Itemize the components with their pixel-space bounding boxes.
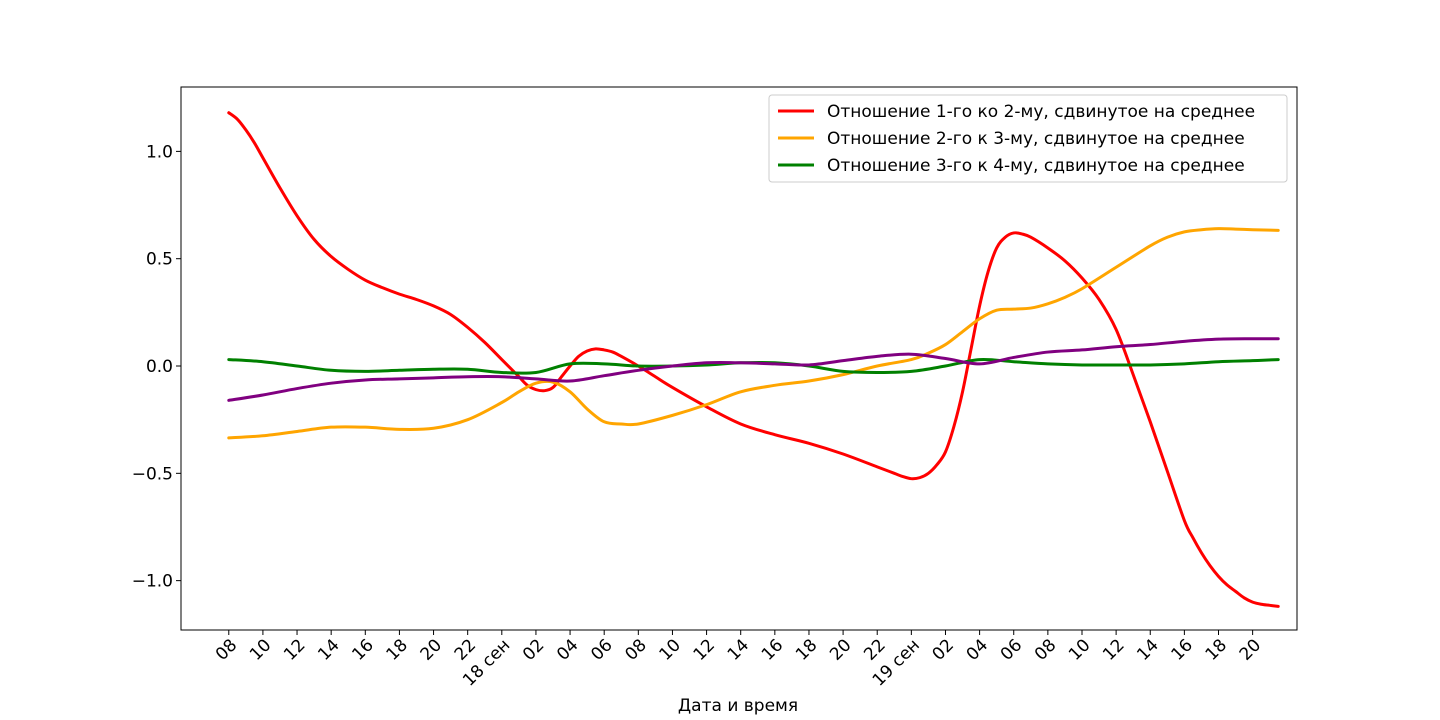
x-tick-label: 12 [690,635,719,664]
legend-label: Отношение 1-го ко 2-му, сдвинутое на сре… [827,102,1255,122]
y-tick-label: 1.0 [146,142,173,162]
series-line-4 [227,337,1280,402]
legend-label: Отношение 2-го к 3-му, сдвинутое на сред… [827,129,1245,149]
x-tick-label: 06 [997,635,1026,664]
legend-box [768,94,1288,183]
x-tick-label: 10 [656,635,685,664]
series-layer [227,111,1280,608]
x-tick-label: 02 [519,635,548,664]
x-tick-label: 10 [1065,635,1094,664]
series-line-1 [227,111,1280,608]
y-tick-label: 0.0 [146,357,173,377]
x-tick-label: 10 [246,635,275,664]
x-tick-label: 20 [417,635,446,664]
x-tick-label: 04 [963,635,992,664]
x-tick-label: 04 [553,635,582,664]
x-axis-title: Дата и время [678,696,798,716]
x-tick-label: 12 [1099,635,1128,664]
series-line-2 [227,227,1280,440]
y-tick-label: −0.5 [132,464,173,484]
x-tick-label: 08 [212,635,241,664]
legend: Отношение 1-го ко 2-му, сдвинутое на сре… [768,94,1288,183]
x-tick-label: 08 [1031,635,1060,664]
x-tick-label: 12 [280,635,309,664]
x-tick-label: 20 [1236,635,1265,664]
x-tick-label: 14 [314,635,343,664]
x-tick-label: 16 [348,635,377,664]
x-tick-label: 18 [1202,635,1231,664]
x-tick-label: 16 [1167,635,1196,664]
x-tick-label: 18 [383,635,412,664]
x-tick-label: 06 [587,635,616,664]
x-tick-label: 02 [929,635,958,664]
x-tick-label: 16 [758,635,787,664]
y-tick-label: 0.5 [146,250,173,270]
plot-frame [180,86,1298,631]
x-tick-label: 14 [724,635,753,664]
y-tick-label: −1.0 [132,572,173,592]
y-axis: 1.0 0.5 0.0 −0.5 −1.0 [132,142,181,592]
x-tick-label: 08 [621,635,650,664]
x-tick-label: 14 [1133,635,1162,664]
x-tick-label: 18 [792,635,821,664]
x-tick-label: 20 [826,635,855,664]
legend-label: Отношение 3-го к 4-му, сдвинутое на сред… [827,156,1245,176]
